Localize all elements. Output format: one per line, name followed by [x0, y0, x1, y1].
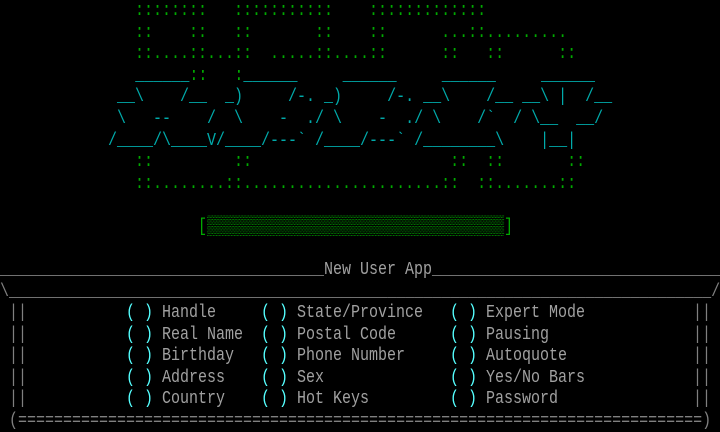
progress-close-bracket: ]: [504, 215, 514, 238]
panel-bottom-border: (=======================================…: [0, 410, 720, 432]
progress-open-bracket: [: [198, 215, 208, 238]
panel-top-border: \_______________________________________…: [0, 281, 720, 303]
option-label[interactable]: Hot Keys: [297, 388, 370, 410]
options-row: || ( ) Handle ( ) State/Province ( ) Expert Mo…: [0, 302, 720, 324]
left-border: ||: [9, 301, 28, 324]
option-checkbox[interactable]: ( ): [450, 301, 478, 324]
option-label[interactable]: Password: [486, 388, 559, 410]
option-checkbox[interactable]: ( ): [261, 301, 289, 324]
right-border: ||: [693, 366, 712, 388]
left-border: ||: [9, 344, 28, 367]
option-label[interactable]: Sex: [297, 366, 325, 388]
left-border: ||: [9, 366, 28, 388]
options-row: || ( ) Address ( ) Sex ( ) Yes/No Bars ||: [0, 367, 720, 389]
panel-title-row: ____________________________________ New…: [0, 259, 720, 281]
option-label[interactable]: Yes/No Bars: [486, 366, 586, 388]
right-border: ||: [693, 323, 712, 345]
logo-line: :: :: :: :: :: ...::.........: [0, 21, 720, 44]
option-checkbox[interactable]: ( ): [450, 344, 478, 367]
option-checkbox[interactable]: ( ): [261, 388, 289, 410]
logo-line: ::....::...:: .....::....:: :: :: ::: [0, 43, 720, 65]
option-label[interactable]: Pausing: [486, 323, 550, 345]
options-row: || ( ) Country ( ) Hot Keys ( ) Password ||: [0, 388, 720, 410]
logo-line: /____/\____V/____/---` /____/---` /_____…: [0, 129, 720, 152]
options-row: || ( ) Real Name ( ) Postal Code ( ) Pausing ||: [0, 323, 720, 346]
logo-line: \ -- / \ - ./ \ - ./ \ /` / \__ __/: [0, 108, 720, 130]
right-border: ||: [693, 344, 712, 367]
right-border: ||: [693, 388, 712, 410]
logo-text: :: :: :: :: ::: [0, 150, 586, 173]
panel-top-rule: \_______________________________________…: [0, 280, 720, 303]
title-rule-left: ____________________________________: [0, 258, 325, 281]
option-label[interactable]: Country: [162, 388, 226, 410]
option-checkbox[interactable]: ( ): [261, 344, 289, 367]
option-label[interactable]: State/Province: [297, 301, 424, 324]
right-border: ||: [693, 301, 712, 324]
logo-text: __\ /__ _) /-. _) /-. __\ /__ __\ | /__: [0, 86, 613, 108]
option-label[interactable]: Handle: [162, 301, 217, 324]
panel-bottom-rule: (=======================================…: [9, 409, 712, 432]
option-checkbox[interactable]: ( ): [126, 366, 154, 388]
logo-text: ::........::......................:: ::.…: [0, 172, 577, 194]
option-checkbox[interactable]: ( ): [261, 323, 289, 345]
option-checkbox[interactable]: ( ): [450, 323, 478, 345]
logo-line: ::........::......................:: ::.…: [0, 173, 720, 195]
option-label[interactable]: Birthday: [162, 344, 235, 367]
option-checkbox[interactable]: ( ): [126, 323, 154, 345]
option-label[interactable]: Expert Mode: [486, 301, 586, 324]
logo-text: ::....::...:: .....::....:: :: :: ::: [0, 42, 577, 65]
progress-bar-fill: ▒▒▒▒▒▒▒▒▒▒▒▒▒▒▒▒▒▒▒▒▒▒▒▒▒▒▒▒▒▒▒▒▒: [207, 215, 505, 238]
logo-line: ______:: :______ ______ ______ ______: [0, 65, 720, 87]
logo-text: :: :: :: :: :: ...::.........: [0, 21, 568, 43]
option-label[interactable]: Address: [162, 366, 226, 388]
logo-line: __\ /__ _) /-. _) /-. __\ /__ __\ | /__: [0, 86, 720, 108]
option-label[interactable]: Phone Number: [297, 344, 406, 367]
option-checkbox[interactable]: ( ): [126, 301, 154, 324]
panel-title: New User App: [324, 258, 433, 281]
left-border: ||: [9, 388, 28, 410]
logo-line: :: :: :: :: ::: [0, 151, 720, 173]
options-row: || ( ) Birthday ( ) Phone Number ( ) Autoquote…: [0, 345, 720, 367]
logo-text: :::::::: ::::::::::: :::::::::::::: [0, 0, 487, 22]
option-checkbox[interactable]: ( ): [126, 344, 154, 367]
logo-text: ______:: :______ ______ ______ ______: [135, 64, 596, 86]
progress-row: [ ▒▒▒▒▒▒▒▒▒▒▒▒▒▒▒▒▒▒▒▒▒▒▒▒▒▒▒▒▒▒▒▒▒ ]: [0, 216, 720, 238]
option-checkbox[interactable]: ( ): [450, 366, 478, 388]
logo-text: \ -- / \ - ./ \ - ./ \ /` / \__ __/: [0, 107, 604, 130]
option-checkbox[interactable]: ( ): [126, 388, 154, 410]
option-checkbox[interactable]: ( ): [261, 366, 289, 388]
logo-text: /____/\____V/____/---` /____/---` /_____…: [0, 129, 577, 151]
option-label[interactable]: Real Name: [162, 323, 244, 345]
logo-line: :::::::: ::::::::::: :::::::::::::: [0, 0, 720, 22]
option-label[interactable]: Postal Code: [297, 323, 397, 345]
left-border: ||: [9, 323, 28, 345]
option-label[interactable]: Autoquote: [486, 344, 568, 367]
option-checkbox[interactable]: ( ): [450, 388, 478, 410]
title-rule-right: ________________________________: [432, 258, 720, 281]
